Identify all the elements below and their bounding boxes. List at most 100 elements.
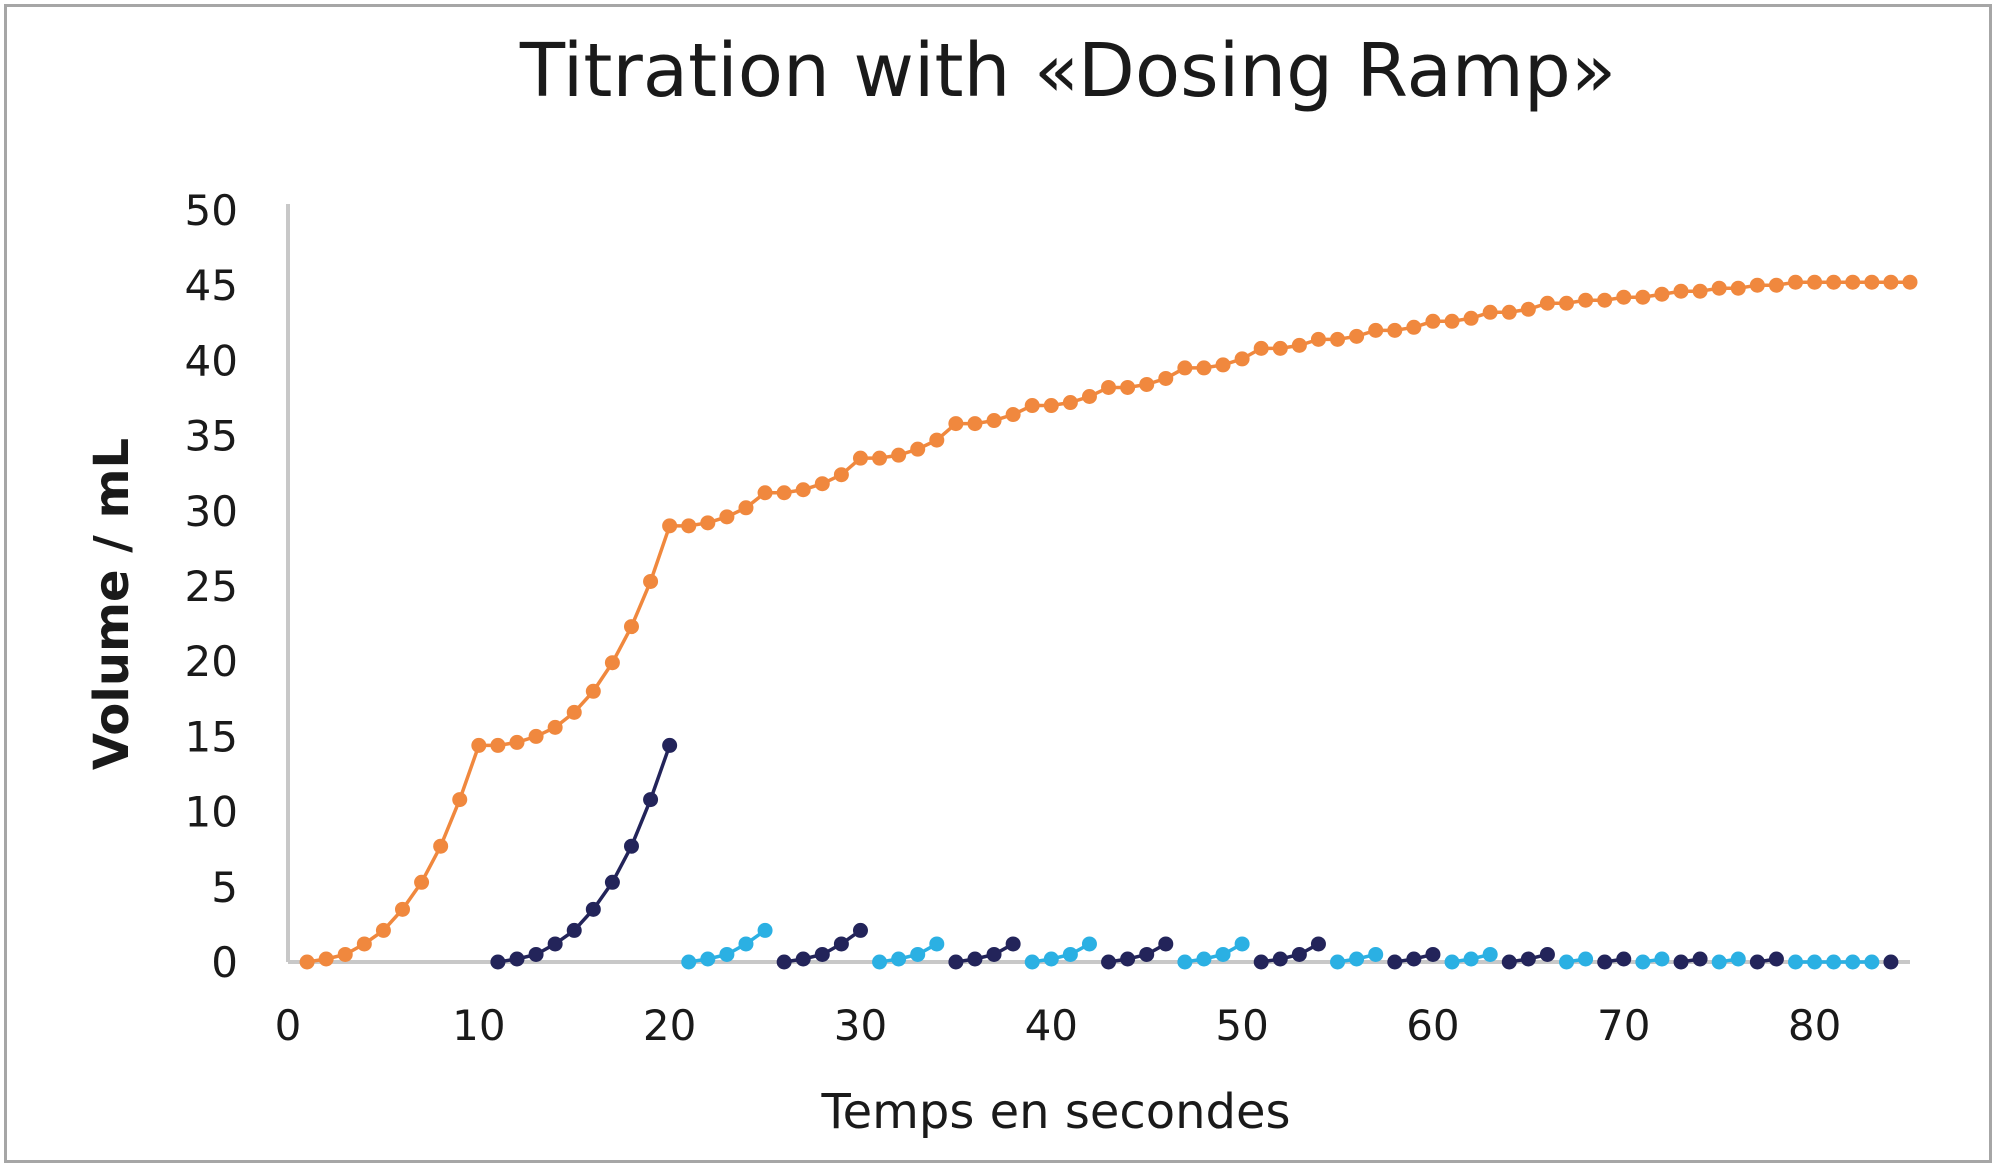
data-point [1692,951,1708,967]
series-3 [776,922,868,970]
data-point [719,946,735,962]
series-12 [1444,946,1498,970]
data-point [643,573,659,589]
data-point [852,450,868,466]
data-point [1272,340,1288,356]
data-point [1005,936,1021,952]
series-16 [1635,951,1670,970]
data-point [1081,936,1097,952]
data-point [623,619,639,635]
data-point [1177,954,1193,970]
x-tick-labels: 0 10 20 30 40 50 60 70 80 [275,1001,1842,1050]
x-tick-label: 0 [275,1001,302,1050]
data-point [852,922,868,938]
data-point [1062,946,1078,962]
data-point [700,515,716,531]
data-point [375,922,391,938]
data-point [1463,310,1479,326]
data-point [1215,357,1231,373]
data-point [1444,313,1460,329]
series-line [955,942,1014,964]
data-point [1368,322,1384,338]
data-point [1616,951,1632,967]
data-point [585,683,601,699]
y-tick-label: 25 [185,562,238,611]
data-point [643,792,659,808]
series-line [1260,942,1320,964]
series-2 [681,922,773,970]
data-point [1310,331,1326,347]
y-tick-label: 0 [211,938,238,987]
data-point [1177,360,1193,376]
series-7 [1101,936,1174,970]
data-point [1005,407,1021,423]
data-point [681,518,697,534]
data-point [1845,274,1861,290]
data-point [585,901,601,917]
data-point [1425,946,1441,962]
data-point [872,954,888,970]
series-line [1031,942,1091,964]
x-tick-label: 50 [1215,1001,1268,1050]
series-15 [1597,951,1632,970]
series-group [299,274,1918,970]
chart-frame [4,4,1992,1163]
y-tick-label: 35 [185,412,238,461]
series-14 [1559,951,1594,970]
data-point [1120,379,1136,395]
series-18 [1711,951,1746,970]
data-point [1310,936,1326,952]
data-point [1692,283,1708,299]
data-point [394,901,410,917]
data-point [1501,304,1517,320]
data-point [1883,274,1899,290]
data-point [1463,951,1479,967]
data-point [1024,398,1040,414]
data-point [795,951,811,967]
data-point [948,954,964,970]
data-point [1425,313,1441,329]
x-tick-label: 20 [643,1001,696,1050]
data-point [1139,376,1155,392]
x-tick-label: 30 [834,1001,887,1050]
data-point [1158,936,1174,952]
data-point [1768,951,1784,967]
data-point [337,946,353,962]
data-point [1559,954,1575,970]
data-point [1234,936,1250,952]
data-point [1635,954,1651,970]
data-point [566,704,582,720]
data-point [1539,946,1555,962]
series-6 [1024,936,1097,970]
series-4 [872,936,945,970]
x-tick-label: 10 [452,1001,505,1050]
data-point [1387,322,1403,338]
data-point [738,500,754,516]
data-point [1578,951,1594,967]
series-21 [1883,954,1899,970]
data-point [1711,954,1727,970]
data-point [1730,951,1746,967]
data-point [967,951,983,967]
data-point [814,476,830,492]
data-point [1330,331,1346,347]
y-tick-label: 50 [185,186,238,235]
data-point [1730,280,1746,296]
data-point [1368,946,1384,962]
data-point [833,936,849,952]
series-10 [1330,946,1384,970]
data-point [1749,954,1765,970]
x-tick-label: 80 [1788,1001,1841,1050]
data-point [1883,954,1899,970]
data-point [414,874,430,890]
data-point [1158,370,1174,386]
data-point [490,954,506,970]
data-point [948,416,964,432]
data-point [604,655,620,671]
data-point [1711,280,1727,296]
data-point [509,734,525,750]
data-point [490,737,506,753]
data-point [1807,954,1823,970]
data-point [738,936,754,952]
